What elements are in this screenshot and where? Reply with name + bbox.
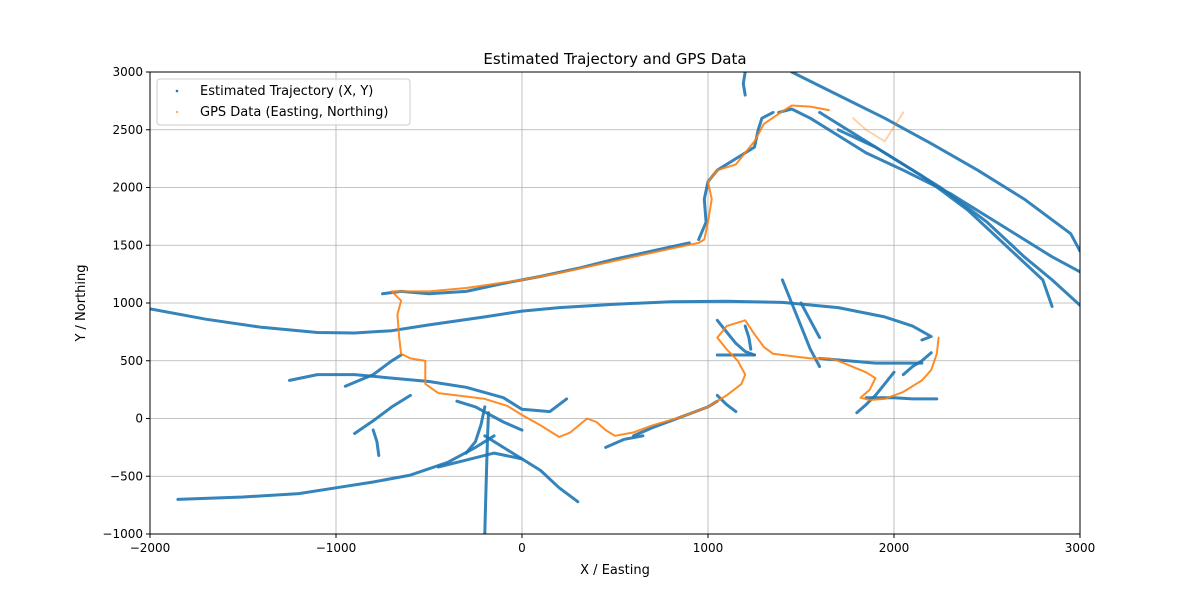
trajectory-segment	[864, 396, 939, 401]
trajectory-segment	[371, 428, 381, 457]
trajectory-segment	[343, 353, 403, 388]
trajectory-segment	[777, 107, 1080, 274]
trajectory-segment	[715, 318, 756, 357]
x-tick-label: −2000	[130, 541, 171, 555]
legend: Estimated Trajectory (X, Y) GPS Data (Ea…	[156, 78, 411, 126]
trajectory-segment	[818, 110, 1080, 307]
trajectory-segment	[741, 72, 747, 97]
trajectory-segment	[743, 324, 753, 351]
trajectory-segment	[288, 373, 569, 414]
trajectory-segment	[150, 299, 933, 342]
trajectory-segment	[901, 351, 933, 377]
trajectory-segment	[790, 72, 1080, 253]
x-tick-label: 2000	[879, 541, 910, 555]
y-axis-label: Y / Northing	[74, 264, 89, 342]
y-tick-label: −1000	[102, 527, 143, 541]
legend-label-estimated: Estimated Trajectory (X, Y)	[200, 84, 373, 99]
trajectory-segment	[455, 399, 524, 432]
series-gps-data	[390, 104, 940, 438]
trajectory-segment	[483, 411, 490, 534]
y-tick-label: 1500	[112, 238, 143, 252]
trajectory-segment	[390, 290, 940, 438]
y-tick-label: 2000	[112, 181, 143, 195]
x-tick-label: 0	[518, 541, 526, 555]
y-tick-label: 2500	[112, 123, 143, 137]
axis-ticks: −2000 −1000 0 1000 2000 3000−1000−50005001000…	[102, 65, 1095, 555]
legend-box	[156, 78, 411, 126]
x-axis-label: X / Easting	[580, 563, 650, 578]
y-tick-label: 0	[135, 412, 143, 426]
x-tick-label: 3000	[1065, 541, 1096, 555]
trajectory-segment	[604, 434, 645, 449]
x-tick-label: −1000	[316, 541, 357, 555]
trajectory-segment	[390, 104, 830, 293]
trajectory-segment	[464, 405, 487, 455]
trajectory-segment	[855, 370, 896, 415]
trajectory-segment	[353, 393, 412, 435]
trajectory-segment	[836, 128, 1054, 308]
y-tick-label: 3000	[112, 65, 143, 79]
trajectory-segment	[697, 110, 775, 241]
trajectory-segment	[780, 278, 822, 368]
trajectory-segment	[799, 301, 822, 340]
trajectory-segment	[436, 451, 524, 469]
legend-label-gps: GPS Data (Easting, Northing)	[200, 105, 389, 120]
y-tick-label: 1000	[112, 296, 143, 310]
series-estimated-trajectory	[150, 72, 1080, 534]
series-layer	[150, 72, 1080, 534]
chart-title: Estimated Trajectory and GPS Data	[483, 50, 746, 68]
legend-marker-gps	[175, 110, 179, 114]
plot-area	[150, 72, 1080, 534]
trajectory-segment	[483, 434, 580, 504]
y-tick-label: 500	[120, 354, 143, 368]
trajectory-segment	[852, 111, 905, 143]
x-tick-label: 1000	[693, 541, 724, 555]
legend-marker-estimated	[175, 89, 179, 93]
y-tick-label: −500	[110, 469, 143, 483]
